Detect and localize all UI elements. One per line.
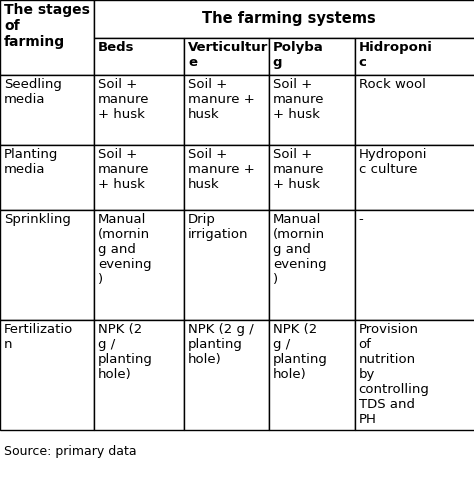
Text: Hidroponi
c: Hidroponi c xyxy=(358,41,432,69)
Bar xyxy=(184,75,269,145)
Text: NPK (2
g /
planting
hole): NPK (2 g / planting hole) xyxy=(273,323,328,381)
Bar xyxy=(0,320,94,430)
Text: Fertilizatio
n: Fertilizatio n xyxy=(4,323,73,351)
Bar xyxy=(184,38,269,75)
Bar xyxy=(184,145,269,210)
Bar xyxy=(0,210,94,320)
Text: Hydroponi
c culture: Hydroponi c culture xyxy=(358,148,427,176)
Text: Polyba
g: Polyba g xyxy=(273,41,324,69)
Bar xyxy=(184,320,269,430)
Text: NPK (2
g /
planting
hole): NPK (2 g / planting hole) xyxy=(98,323,153,381)
Bar xyxy=(0,75,94,145)
Text: Seedling
media: Seedling media xyxy=(4,78,62,106)
Text: Source: primary data: Source: primary data xyxy=(4,445,137,458)
Text: Manual
(mornin
g and
evening
): Manual (mornin g and evening ) xyxy=(98,213,152,286)
Bar xyxy=(355,145,474,210)
Text: Verticultur
e: Verticultur e xyxy=(188,41,268,69)
Text: Rock wool: Rock wool xyxy=(358,78,426,91)
Bar xyxy=(0,145,94,210)
Text: NPK (2 g /
planting
hole): NPK (2 g / planting hole) xyxy=(188,323,254,366)
Bar xyxy=(269,145,355,210)
Text: Manual
(mornin
g and
evening
): Manual (mornin g and evening ) xyxy=(273,213,327,286)
Bar xyxy=(94,0,474,38)
Text: Soil +
manure
+ husk: Soil + manure + husk xyxy=(273,78,324,121)
Bar xyxy=(94,75,184,145)
Bar xyxy=(269,38,355,75)
Text: The farming systems: The farming systems xyxy=(202,12,375,27)
Bar xyxy=(355,75,474,145)
Bar xyxy=(94,320,184,430)
Bar xyxy=(94,145,184,210)
Bar xyxy=(269,75,355,145)
Text: The stages
of
farming: The stages of farming xyxy=(4,3,90,49)
Text: Planting
media: Planting media xyxy=(4,148,58,176)
Text: Soil +
manure +
husk: Soil + manure + husk xyxy=(188,148,255,191)
Text: Soil +
manure
+ husk: Soil + manure + husk xyxy=(98,78,149,121)
Text: Soil +
manure +
husk: Soil + manure + husk xyxy=(188,78,255,121)
Bar xyxy=(184,210,269,320)
Bar xyxy=(0,0,94,75)
Text: Beds: Beds xyxy=(98,41,134,54)
Text: Sprinkling: Sprinkling xyxy=(4,213,71,226)
Bar xyxy=(355,210,474,320)
Bar xyxy=(355,38,474,75)
Bar xyxy=(355,320,474,430)
Text: Drip
irrigation: Drip irrigation xyxy=(188,213,248,241)
Text: Provision
of
nutrition
by
controlling
TDS and
PH: Provision of nutrition by controlling TD… xyxy=(358,323,429,426)
Text: -: - xyxy=(358,213,363,226)
Bar xyxy=(269,320,355,430)
Text: Soil +
manure
+ husk: Soil + manure + husk xyxy=(273,148,324,191)
Bar xyxy=(269,210,355,320)
Bar xyxy=(94,210,184,320)
Text: Soil +
manure
+ husk: Soil + manure + husk xyxy=(98,148,149,191)
Bar xyxy=(94,38,184,75)
